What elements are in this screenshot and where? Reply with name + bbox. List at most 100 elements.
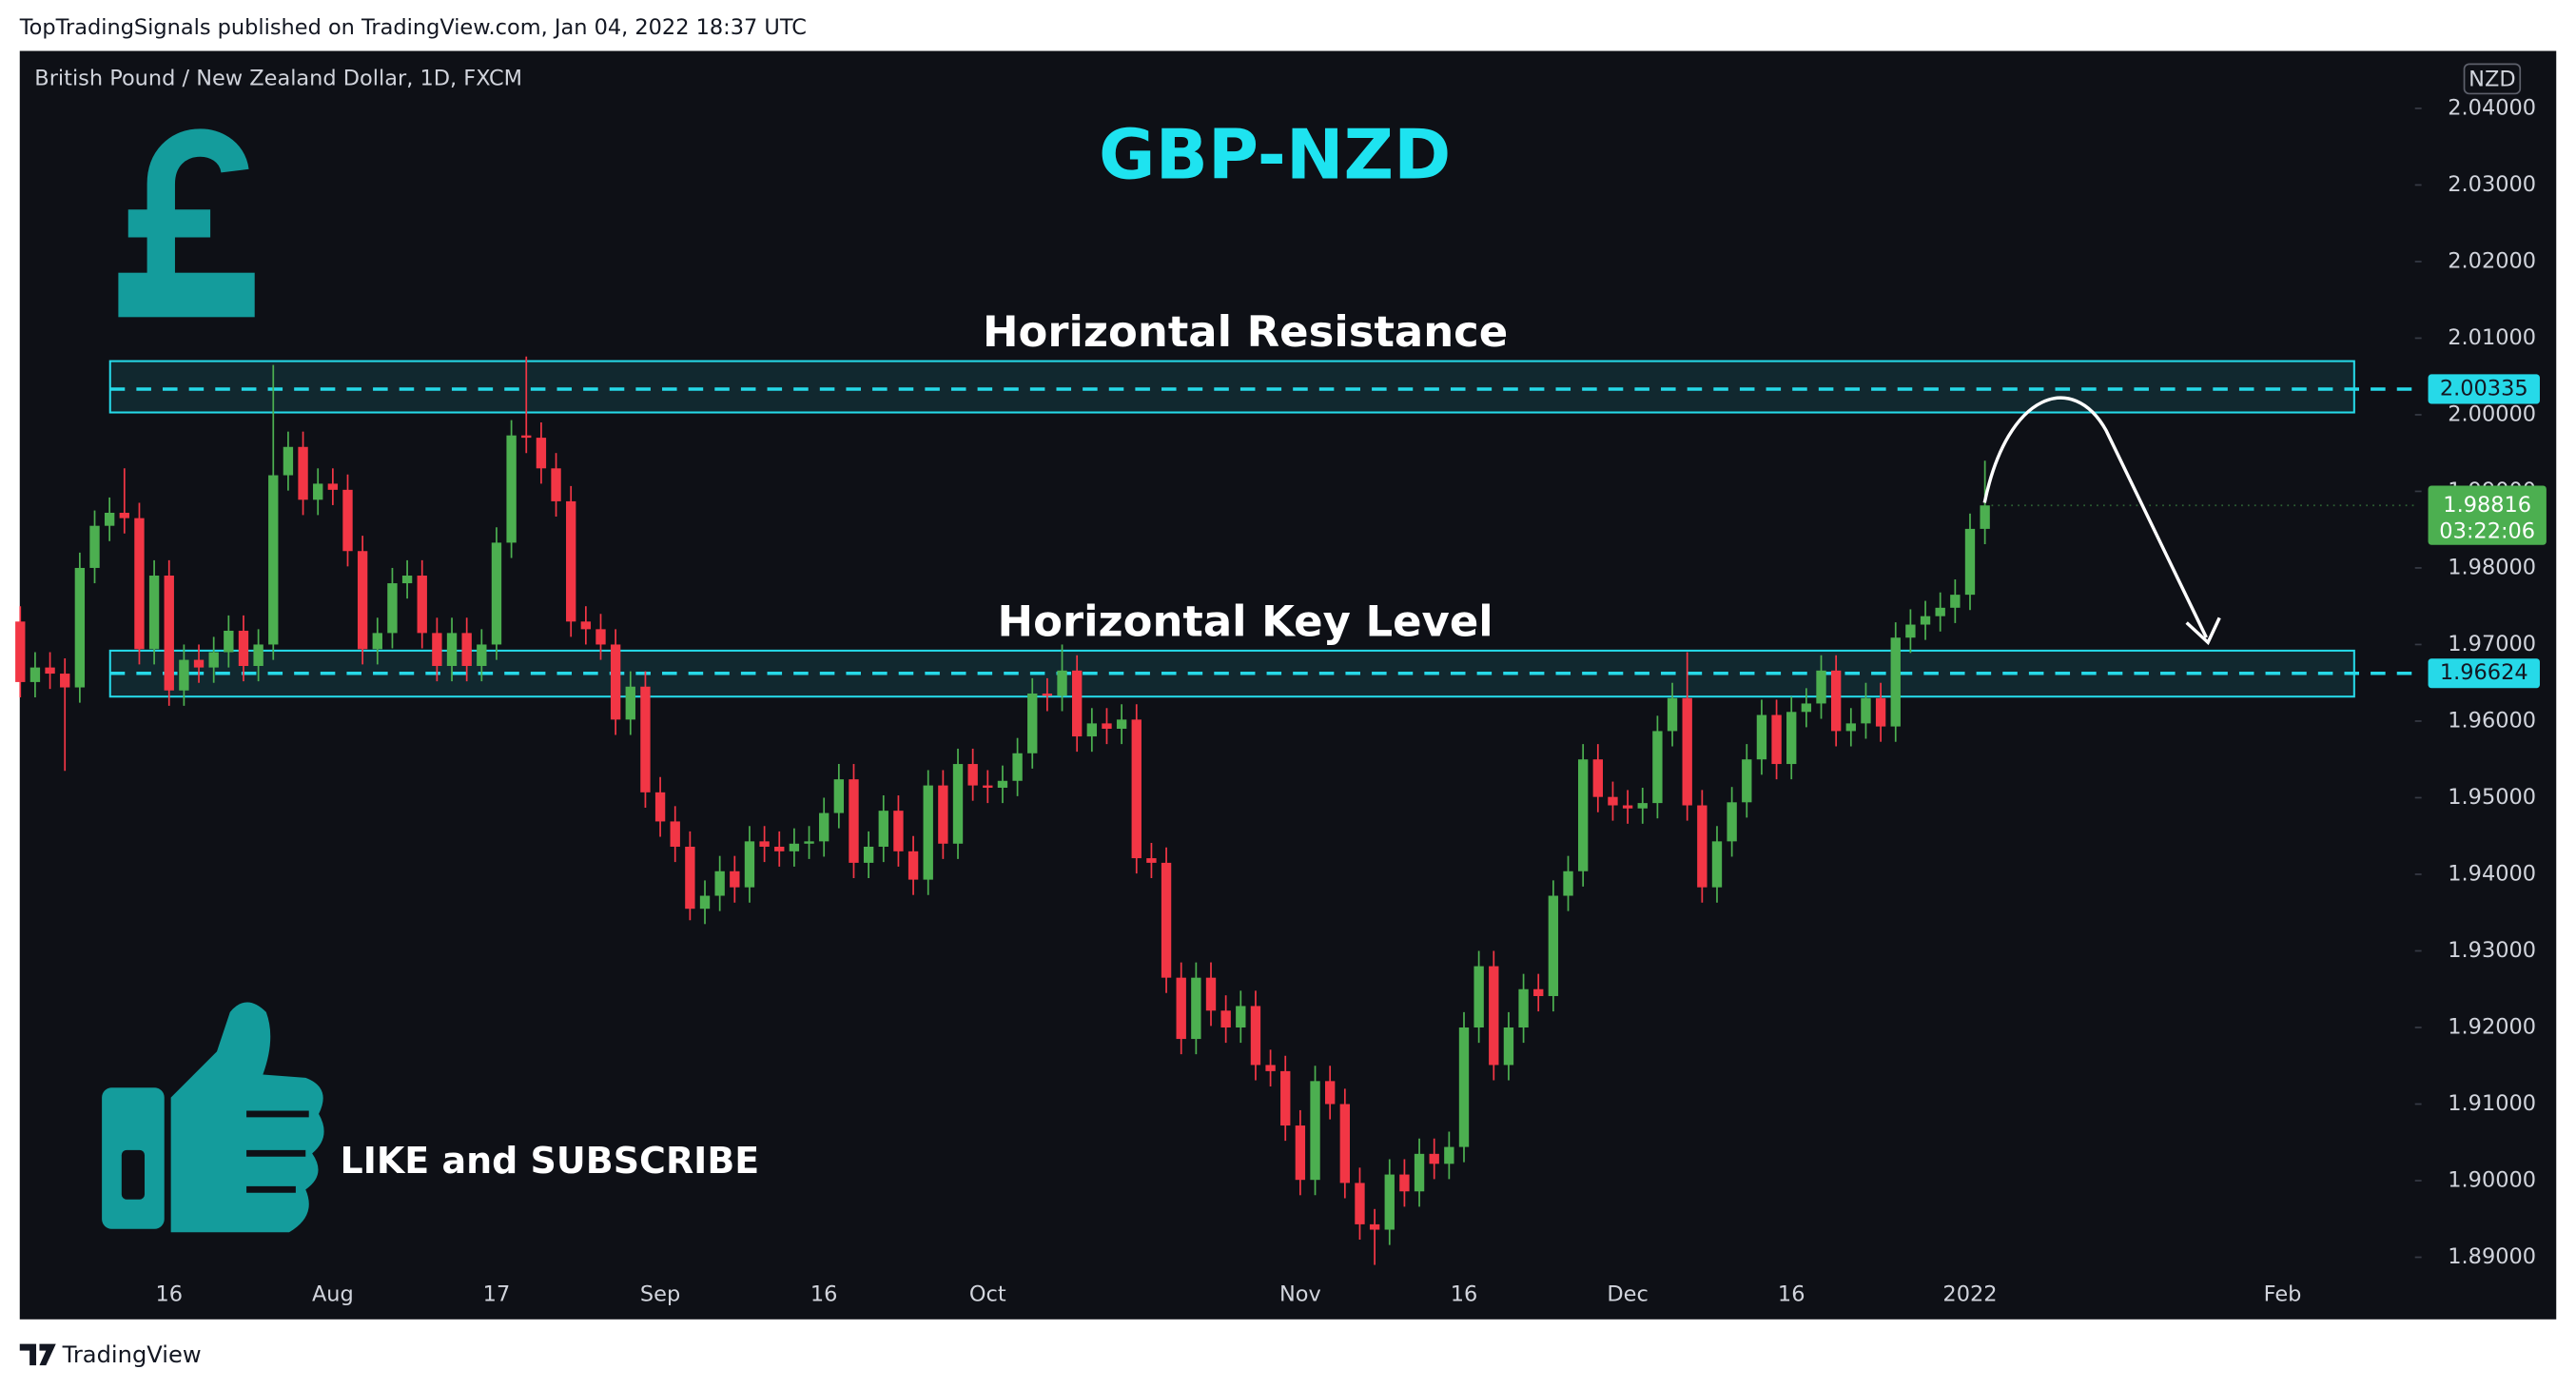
footer-logo	[19, 1343, 56, 1366]
candle-body	[342, 489, 353, 552]
candle-body	[313, 483, 323, 500]
pound-icon	[127, 128, 249, 284]
x-tick-label: Nov	[1279, 1281, 1321, 1306]
thumb-icon	[102, 1002, 324, 1233]
candle-body	[1652, 731, 1663, 804]
published-note: TopTradingSignals published on TradingVi…	[19, 15, 807, 40]
y-tick-label: 2.03000	[2448, 172, 2536, 197]
candle-body	[1027, 693, 1038, 753]
candle-body	[60, 674, 70, 688]
candle-body	[164, 576, 174, 691]
candle-body	[625, 686, 635, 720]
candle-body	[1711, 841, 1723, 888]
candle-body	[640, 686, 651, 792]
candle-body	[1205, 977, 1217, 1011]
candle-body	[1830, 670, 1842, 732]
x-tick-label: 16	[1778, 1281, 1805, 1306]
candle-body	[1756, 714, 1767, 760]
candle-body	[1473, 966, 1484, 1027]
annotation: LIKE and SUBSCRIBE	[341, 1140, 760, 1182]
candle-body	[1191, 977, 1201, 1040]
y-tick-label: 1.95000	[2448, 785, 2536, 810]
x-tick-label: 16	[155, 1281, 183, 1306]
x-tick-label: 2022	[1942, 1281, 1997, 1306]
candle-body	[1131, 719, 1142, 859]
x-tick-label: 16	[810, 1281, 838, 1306]
candle-body	[477, 644, 487, 667]
candle-body	[997, 780, 1008, 789]
y-tick-label: 1.98000	[2448, 555, 2536, 579]
candle-body	[1742, 759, 1752, 803]
candle-body	[1339, 1104, 1351, 1184]
x-tick-label: Feb	[2264, 1281, 2302, 1306]
last-price: 1.98816	[2443, 493, 2531, 518]
y-tick-label: 2.01000	[2448, 325, 2536, 350]
candle-body	[1577, 759, 1589, 871]
candle-body	[1102, 723, 1112, 730]
candle-body	[1697, 805, 1708, 888]
candle-body	[1072, 670, 1083, 737]
y-tick-label: 1.93000	[2448, 938, 2536, 963]
candle-body	[446, 633, 458, 667]
candle-body	[1727, 802, 1737, 842]
candle-body	[1458, 1027, 1470, 1147]
candle-body	[714, 871, 725, 896]
candle-body	[1429, 1153, 1439, 1164]
candle-body	[1801, 703, 1812, 713]
countdown: 03:22:06	[2439, 518, 2535, 543]
candle-body	[29, 667, 41, 682]
candle-body	[1369, 1223, 1380, 1230]
candle-body	[298, 446, 308, 500]
candle-body	[1816, 670, 1826, 704]
thumb-cuff-hole	[121, 1149, 146, 1200]
candle-body	[1324, 1081, 1336, 1105]
candle-body	[1280, 1070, 1291, 1126]
candle-body	[268, 475, 279, 645]
candle-body	[432, 633, 442, 667]
candle-body	[699, 895, 711, 910]
candle-body	[595, 629, 606, 645]
candle-body	[134, 518, 145, 650]
candle-body	[1310, 1081, 1320, 1181]
level-price-box	[2428, 658, 2540, 689]
candle-body	[1414, 1153, 1425, 1192]
arrow-head	[2185, 616, 2221, 646]
candle-body	[759, 841, 770, 847]
candle-body	[1384, 1174, 1395, 1230]
candle-body	[193, 659, 205, 668]
pound-base	[118, 272, 255, 318]
y-tick-label: 2.04000	[2448, 95, 2536, 120]
candle-body	[1592, 759, 1603, 797]
candle-body	[1250, 1006, 1261, 1066]
candle-body	[506, 435, 517, 543]
candle-body	[104, 512, 115, 526]
candle-body	[730, 871, 740, 888]
currency-label: NZD	[2469, 67, 2515, 91]
candle-body	[1875, 697, 1886, 727]
candle-body	[372, 633, 382, 650]
candle-body	[401, 576, 413, 584]
y-tick-label: 1.89000	[2448, 1244, 2536, 1269]
candle-body	[1637, 803, 1648, 809]
y-tick-label: 2.02000	[2448, 248, 2536, 273]
y-tick-label: 1.90000	[2448, 1168, 2536, 1193]
candle-body	[1935, 607, 1945, 616]
candle-body	[119, 512, 129, 518]
y-tick-label: 1.97000	[2448, 632, 2536, 656]
x-tick-label: Oct	[969, 1281, 1006, 1306]
candle-body	[1905, 624, 1916, 638]
x-tick-label: 16	[1451, 1281, 1478, 1306]
candle-body	[566, 500, 576, 622]
chart-title: GBP-NZD	[1099, 116, 1451, 196]
x-tick-label: Sep	[640, 1281, 680, 1306]
candle-body	[1667, 697, 1678, 732]
y-tick-label: 1.92000	[2448, 1014, 2536, 1039]
candle-body	[952, 764, 964, 844]
candle-body	[1548, 895, 1559, 996]
candle-body	[283, 446, 294, 476]
x-tick-label: Dec	[1607, 1281, 1648, 1306]
zone-label: Horizontal Key Level	[998, 596, 1493, 646]
candle-body	[1220, 1010, 1231, 1027]
candle-body	[1980, 505, 1990, 529]
